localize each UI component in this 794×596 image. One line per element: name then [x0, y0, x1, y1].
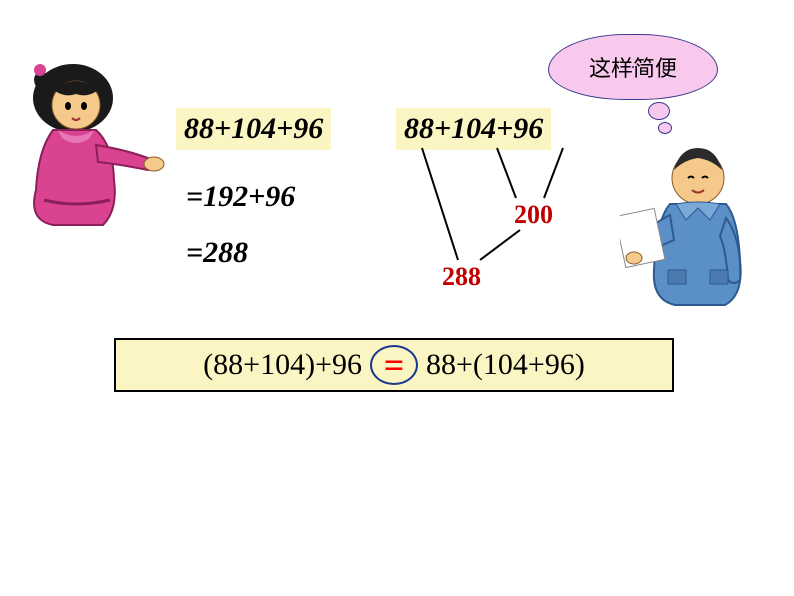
thought-text: 这样简便 — [589, 51, 677, 83]
thought-bubble: 这样简便 — [548, 34, 728, 114]
tree-label-288: 288 — [442, 262, 481, 292]
thought-dot-2 — [658, 122, 672, 134]
boy-illustration — [620, 140, 775, 310]
girl-illustration — [18, 60, 168, 230]
tree-label-200: 200 — [514, 200, 553, 230]
equation-operator-circle: = — [370, 345, 418, 385]
expression-right: 88+104+96 — [396, 108, 551, 150]
thought-cloud: 这样简便 — [548, 34, 718, 100]
equation-left: (88+104)+96 — [199, 348, 366, 382]
step-2: =288 — [186, 236, 248, 270]
expression-left: 88+104+96 — [176, 108, 331, 150]
thought-dot-1 — [648, 102, 670, 120]
equation-operator: = — [384, 347, 405, 383]
step-1: =192+96 — [186, 180, 295, 214]
equation-right: 88+(104+96) — [422, 348, 589, 382]
equation-box: (88+104)+96 = 88+(104+96) — [114, 338, 674, 392]
